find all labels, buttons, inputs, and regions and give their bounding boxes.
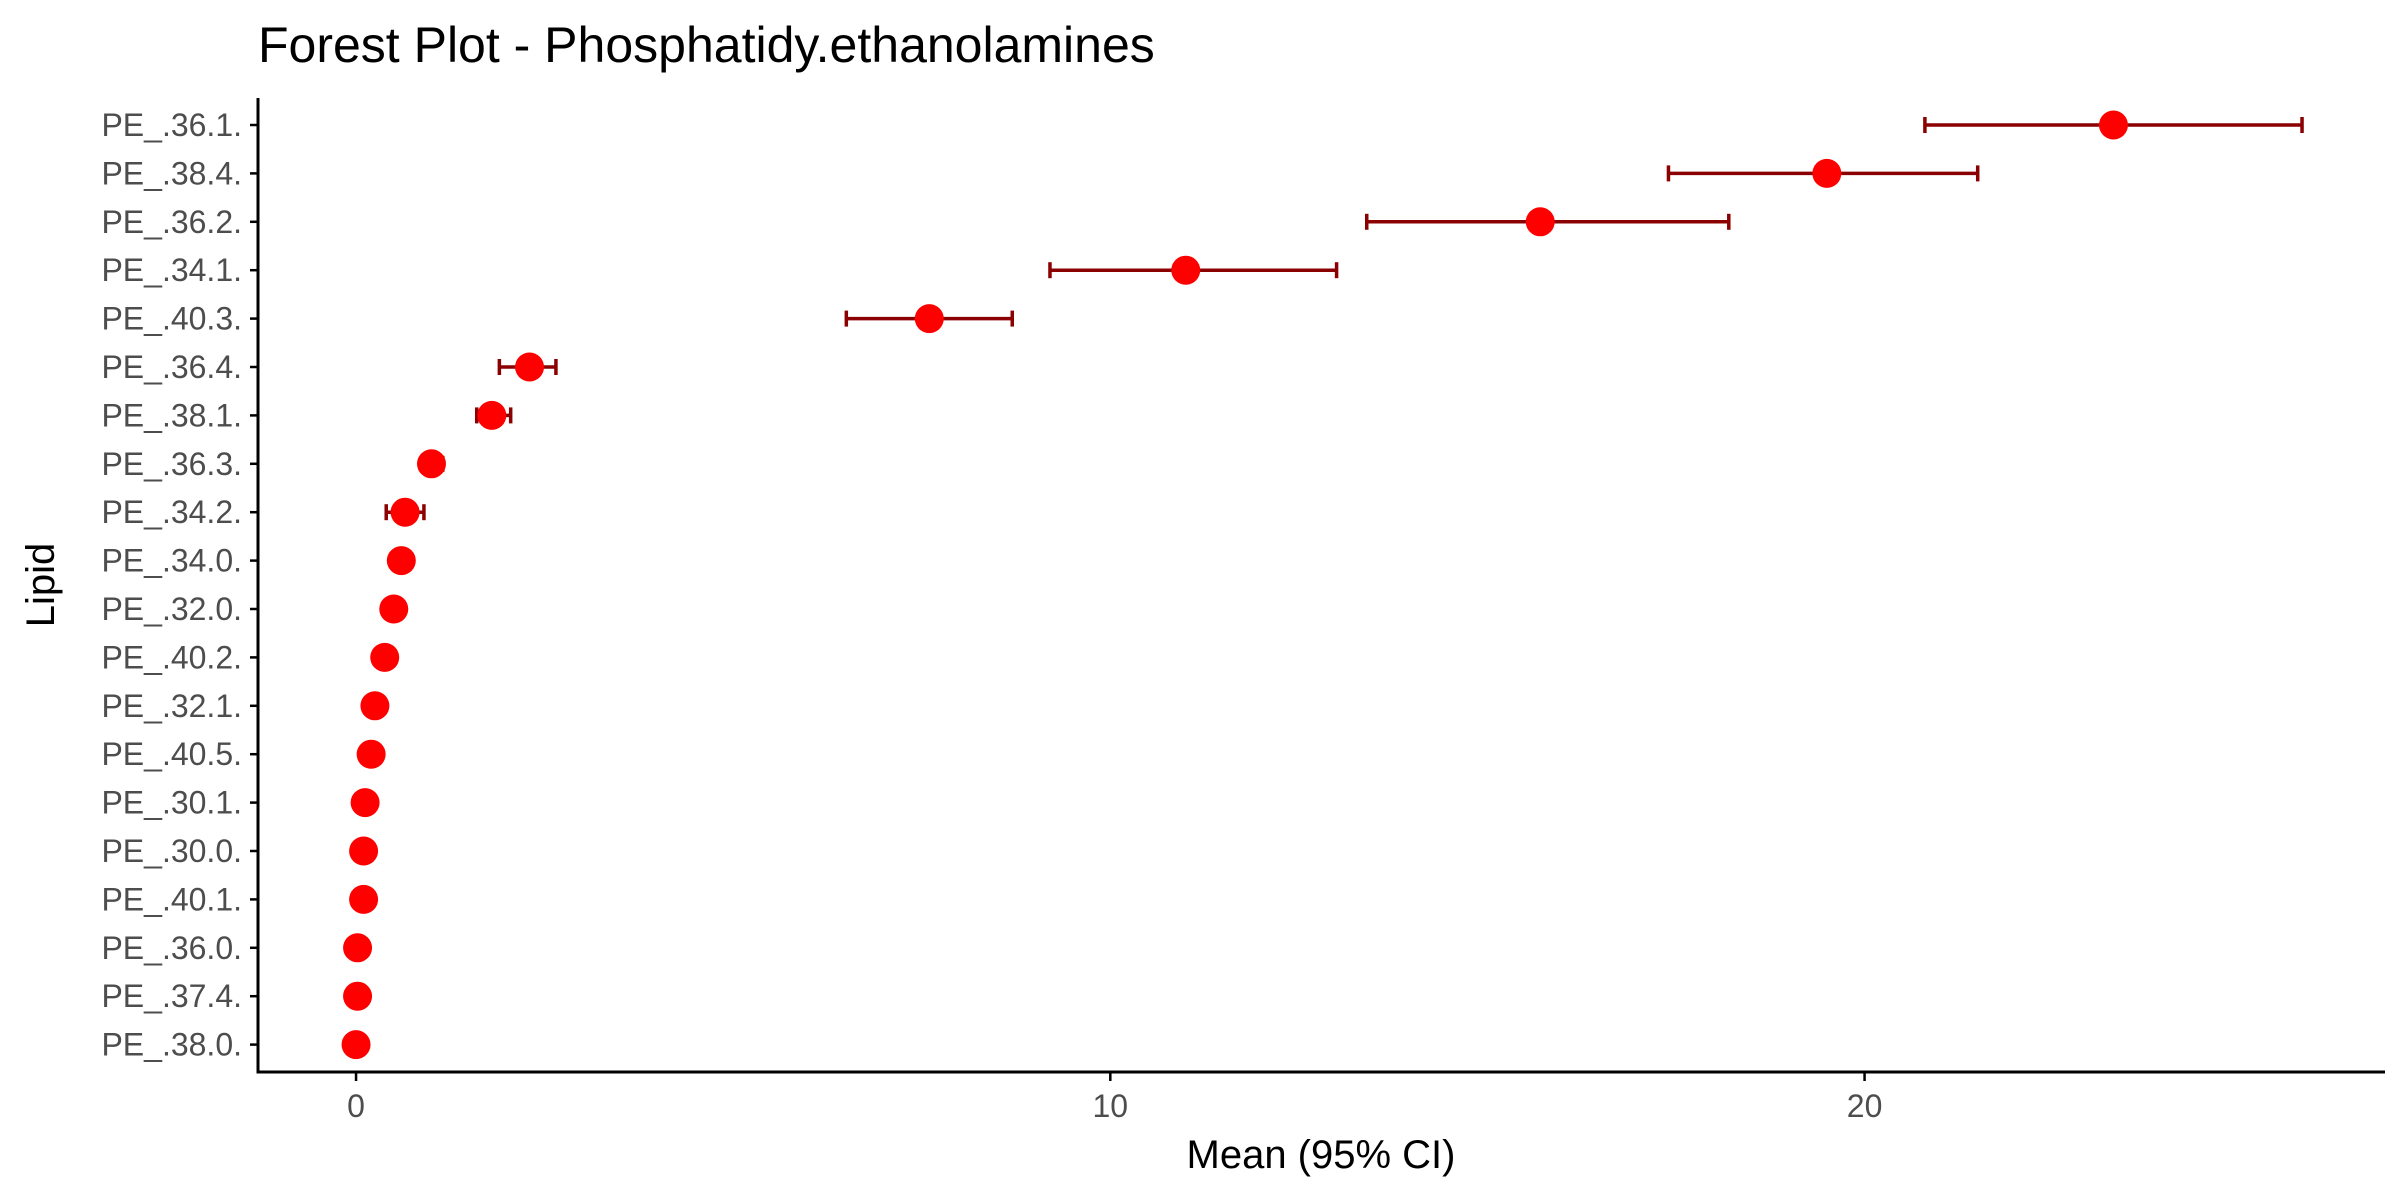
mean-point (370, 642, 400, 672)
x-tick-label: 10 (1093, 1088, 1129, 1124)
y-tick-label: PE_.32.0. (101, 591, 242, 627)
y-tick-label: PE_.36.4. (101, 349, 242, 385)
y-tick-label: PE_.38.1. (101, 397, 242, 433)
y-tick-label: PE_.37.4. (101, 978, 242, 1014)
y-tick-label: PE_.36.1. (101, 107, 242, 143)
mean-point (390, 497, 420, 527)
mean-point (343, 981, 373, 1011)
plot-area (341, 110, 2304, 1060)
mean-point (416, 449, 446, 479)
y-axis-title: Lipid (19, 543, 63, 628)
mean-point (356, 739, 386, 769)
y-tick-label: PE_.40.1. (101, 881, 242, 917)
y-tick-label: PE_.34.2. (101, 494, 242, 530)
x-tick-label: 0 (347, 1088, 365, 1124)
mean-point (386, 546, 416, 576)
mean-point (360, 691, 390, 721)
y-tick-label: PE_.38.4. (101, 155, 242, 191)
mean-point (477, 400, 507, 430)
mean-point (2098, 110, 2128, 140)
mean-point (349, 884, 379, 914)
mean-point (379, 594, 409, 624)
mean-point (343, 933, 373, 963)
y-tick-label: PE_.38.0. (101, 1027, 242, 1063)
y-tick-label: PE_.36.0. (101, 930, 242, 966)
y-axis-ticks: PE_.36.1. PE_.38.4. PE_.36.2. PE_.34.1. PE_.… (101, 107, 258, 1063)
mean-point (1171, 255, 1201, 285)
y-tick-label: PE_.40.2. (101, 639, 242, 675)
y-tick-label: PE_.36.2. (101, 204, 242, 240)
y-tick-label: PE_.30.0. (101, 833, 242, 869)
mean-point (515, 352, 545, 382)
x-axis-title: Mean (95% CI) (1187, 1133, 1456, 1177)
mean-point (350, 788, 380, 818)
x-axis-ticks: 0 10 20 (347, 1072, 1882, 1124)
y-tick-label: PE_.34.0. (101, 543, 242, 579)
y-tick-label: PE_.30.1. (101, 785, 242, 821)
y-tick-label: PE_.40.5. (101, 736, 242, 772)
mean-point (1525, 207, 1555, 237)
y-tick-label: PE_.34.1. (101, 252, 242, 288)
mean-point (914, 304, 944, 334)
y-tick-label: PE_.36.3. (101, 446, 242, 482)
mean-point (1812, 158, 1842, 188)
x-tick-label: 20 (1847, 1088, 1883, 1124)
mean-point (349, 836, 379, 866)
y-tick-label: PE_.40.3. (101, 301, 242, 337)
y-tick-label: PE_.32.1. (101, 688, 242, 724)
chart-title: Forest Plot - Phosphatidy.ethanolamines (258, 17, 1155, 73)
mean-point (341, 1030, 371, 1060)
